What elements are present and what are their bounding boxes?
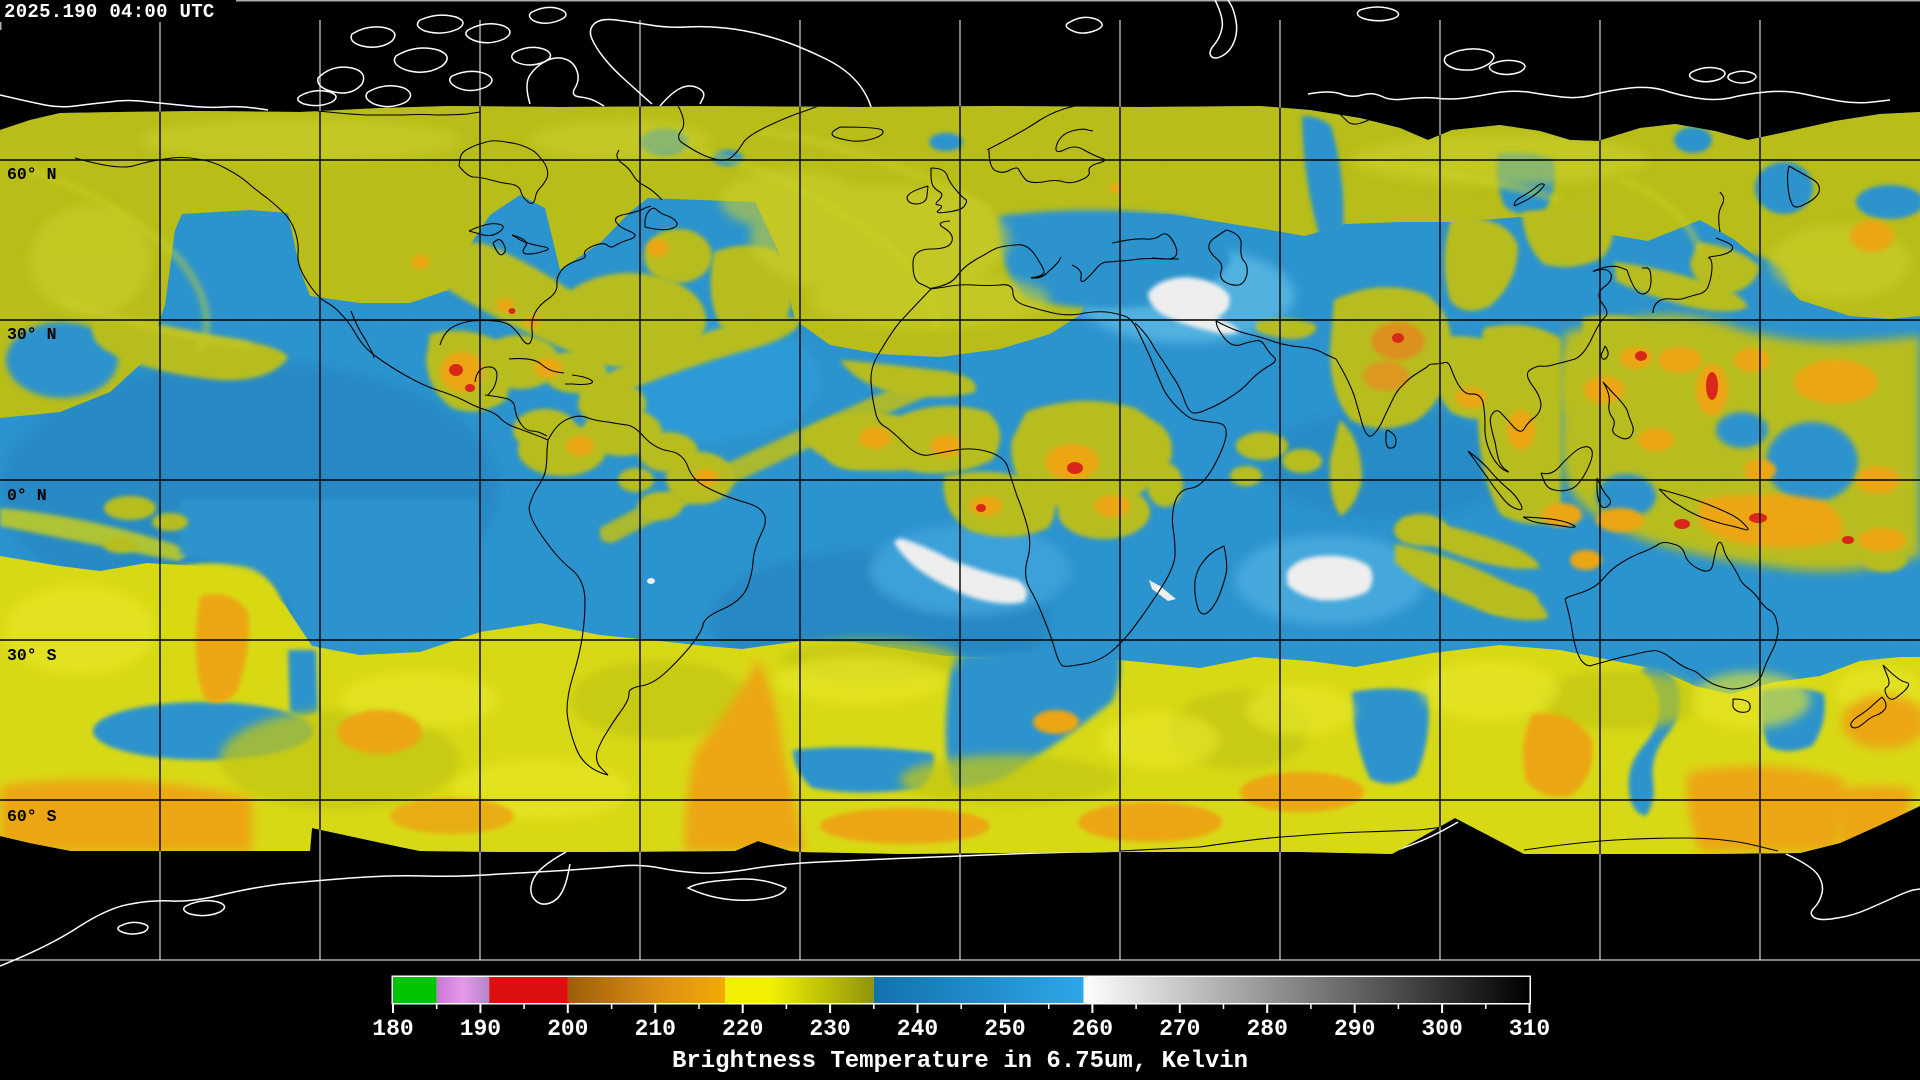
svg-text:2025.190 04:00 UTC: 2025.190 04:00 UTC	[4, 1, 215, 23]
svg-text:190: 190	[460, 1016, 501, 1042]
svg-text:240: 240	[897, 1016, 938, 1042]
svg-text:30° S: 30° S	[7, 646, 57, 665]
svg-text:310: 310	[1509, 1016, 1550, 1042]
svg-text:300: 300	[1421, 1016, 1462, 1042]
svg-text:270: 270	[1159, 1016, 1200, 1042]
svg-text:280: 280	[1246, 1016, 1287, 1042]
svg-text:200: 200	[547, 1016, 588, 1042]
svg-text:180: 180	[372, 1016, 413, 1042]
svg-text:250: 250	[984, 1016, 1025, 1042]
svg-text:60° N: 60° N	[7, 165, 57, 184]
svg-text:0° N: 0° N	[7, 486, 47, 505]
svg-text:290: 290	[1334, 1016, 1375, 1042]
svg-text:60° S: 60° S	[7, 807, 57, 826]
svg-text:210: 210	[635, 1016, 676, 1042]
svg-text:230: 230	[809, 1016, 850, 1042]
svg-text:Brightness Temperature in 6.75: Brightness Temperature in 6.75um, Kelvin	[672, 1048, 1248, 1075]
svg-text:220: 220	[722, 1016, 763, 1042]
svg-text:30° N: 30° N	[7, 325, 57, 344]
svg-text:260: 260	[1072, 1016, 1113, 1042]
